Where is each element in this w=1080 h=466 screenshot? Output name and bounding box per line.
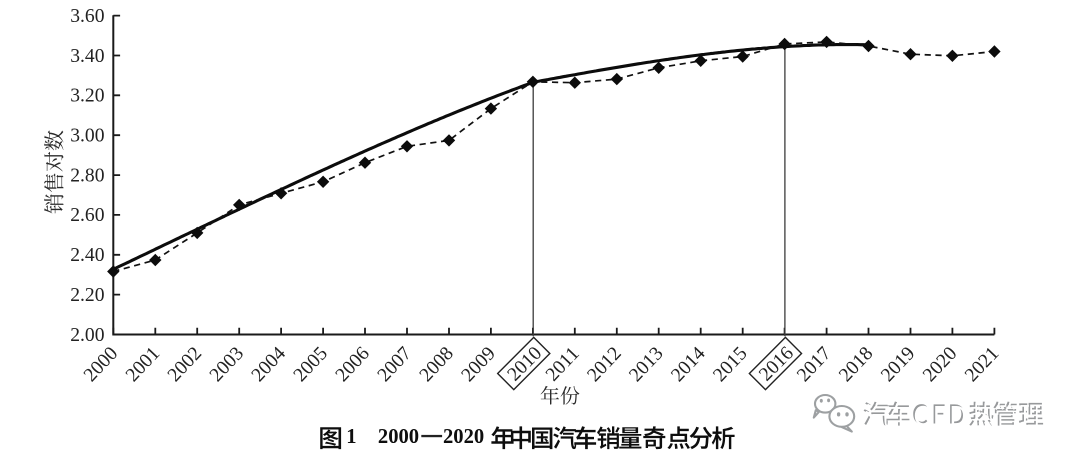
svg-text:2.60: 2.60 [70,205,104,226]
svg-text:2.80: 2.80 [70,165,104,186]
svg-text:3.60: 3.60 [70,6,104,27]
svg-text:2.20: 2.20 [70,285,104,306]
svg-text:1: 1 [346,426,356,448]
svg-text:2.00: 2.00 [70,325,104,346]
svg-text:3.40: 3.40 [70,46,104,67]
svg-text:3.00: 3.00 [70,126,104,147]
svg-text:2.40: 2.40 [70,245,104,266]
svg-text:3.20: 3.20 [70,86,104,107]
svg-text:2020: 2020 [443,426,484,448]
svg-text:2000: 2000 [378,426,419,448]
